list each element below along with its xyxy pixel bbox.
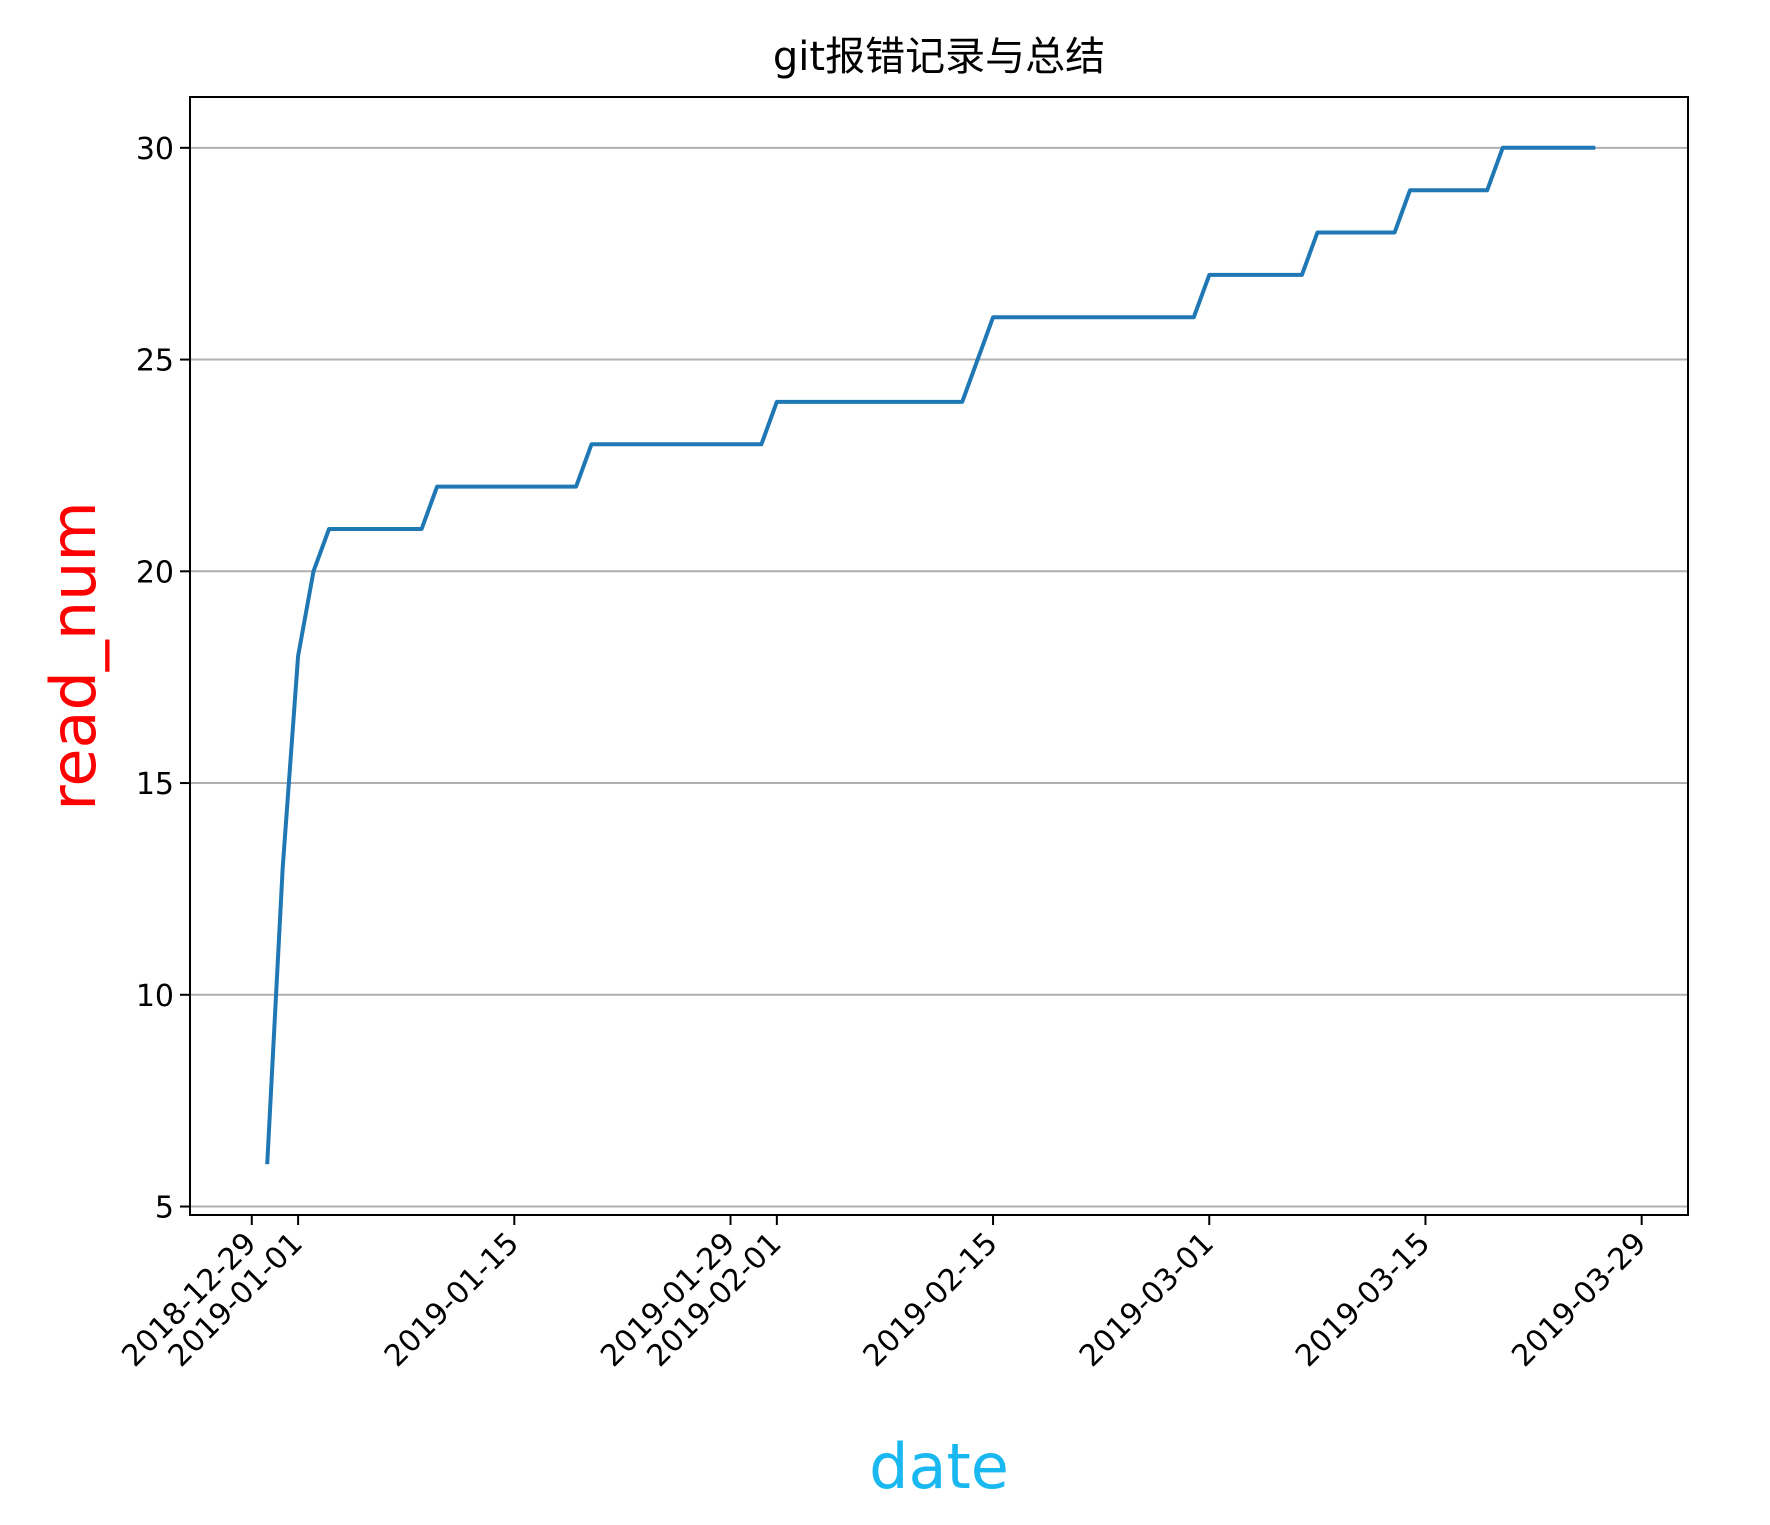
- x-axis-label: date: [869, 1430, 1009, 1503]
- y-tick-label: 15: [136, 767, 174, 802]
- y-tick-label: 25: [136, 344, 174, 379]
- series-line: [265, 145, 1596, 1165]
- y-axis-label: read_num: [37, 501, 110, 811]
- y-tick-label: 20: [136, 555, 174, 590]
- y-axis-ticks: 5 10 15 20 25 30: [136, 132, 190, 1226]
- chart-title: git报错记录与总结: [773, 34, 1105, 80]
- plot-frame: [189, 96, 1689, 1216]
- grid-layer: [190, 146, 1688, 1208]
- y-tick-label: 5: [155, 1191, 174, 1226]
- y-tick-label: 10: [136, 979, 174, 1014]
- y-tick-label: 30: [136, 132, 174, 167]
